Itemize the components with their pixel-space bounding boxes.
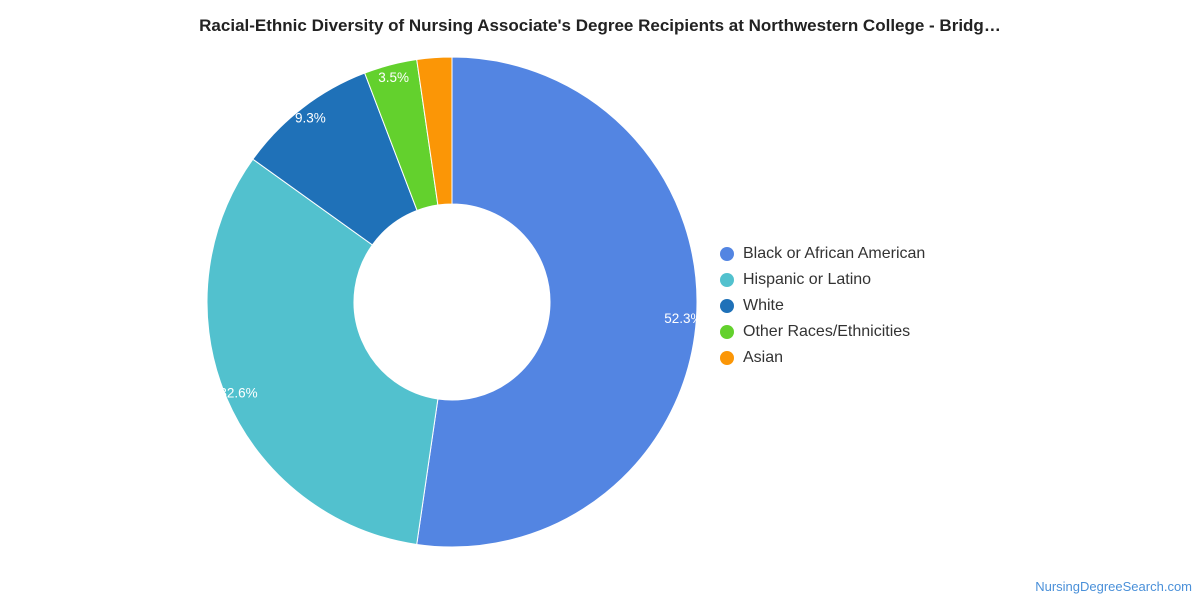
legend-label: Hispanic or Latino [743,271,872,288]
legend-swatch [720,325,734,339]
legend-label: Black or African American [743,245,926,262]
slice-value-label: 52.3% [664,311,702,326]
slice-value-label: 3.5% [378,70,409,85]
legend-swatch [720,273,734,287]
legend-item[interactable]: Other Races/Ethnicities [720,319,925,345]
chart-legend: Black or African American Hispanic or Lat… [720,241,925,371]
legend-label: White [743,297,784,314]
legend-item[interactable]: Asian [720,345,925,371]
slice-hispanic-or-latino[interactable] [206,158,439,546]
legend-item[interactable]: White [720,293,925,319]
slice-black-or-african-american[interactable] [416,56,698,548]
chart-title: Racial-Ethnic Diversity of Nursing Assoc… [199,16,1001,35]
slice-asian[interactable] [416,56,453,206]
legend-label: Other Races/Ethnicities [743,323,911,340]
legend-swatch [720,351,734,365]
legend-item[interactable]: Black or African American [720,241,925,267]
slice-value-label: 32.6% [219,385,257,400]
legend-label: Asian [743,349,784,366]
legend-swatch [720,247,734,261]
source-link[interactable]: NursingDegreeSearch.com [1035,579,1192,594]
legend-swatch [720,299,734,313]
slice-value-label: 9.3% [295,111,326,126]
legend-item[interactable]: Hispanic or Latino [720,267,925,293]
